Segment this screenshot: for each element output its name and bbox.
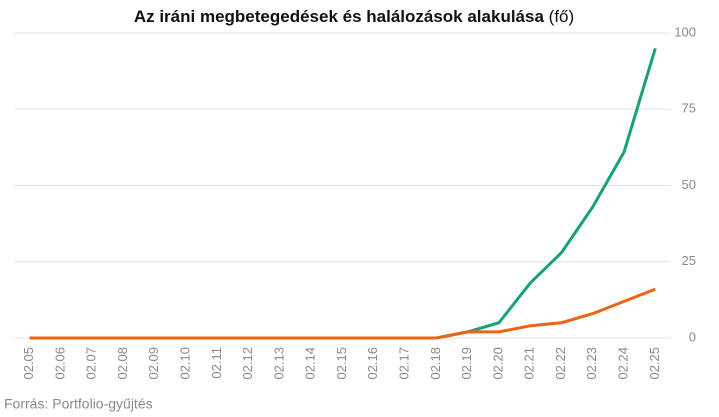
x-tick-label: 02.17 bbox=[397, 347, 412, 380]
y-tick-label: 0 bbox=[689, 329, 696, 344]
chart-title-group: Az iráni megbetegedések és halálozások a… bbox=[134, 7, 574, 26]
source: Forrás: Portfolio-gyűjtés bbox=[4, 396, 153, 412]
x-tick-label: 02.16 bbox=[365, 347, 380, 380]
x-tick-label: 02.19 bbox=[459, 347, 474, 380]
series-line bbox=[29, 287, 656, 340]
x-tick-label: 02.09 bbox=[146, 347, 161, 380]
x-tick-label: 02.24 bbox=[616, 347, 631, 380]
x-tick-label: 02.13 bbox=[271, 347, 286, 380]
y-tick-label: 50 bbox=[682, 177, 696, 192]
x-tick-label: 02.21 bbox=[522, 347, 537, 380]
x-tick-label: 02.23 bbox=[584, 347, 599, 380]
x-tick-label: 02.18 bbox=[428, 347, 443, 380]
x-tick-label: 02.05 bbox=[21, 347, 36, 380]
x-tick-label: 02.20 bbox=[490, 347, 505, 380]
x-tick-label: 02.25 bbox=[647, 347, 662, 380]
x-tick-label: 02.12 bbox=[240, 347, 255, 380]
x-tick-label: 02.15 bbox=[334, 347, 349, 380]
series-line bbox=[29, 47, 657, 340]
chart-unit: (fő) bbox=[549, 7, 575, 26]
x-tick-label: 02.07 bbox=[84, 347, 99, 380]
y-tick-label: 75 bbox=[682, 101, 696, 116]
x-tick-label: 02.22 bbox=[553, 347, 568, 380]
chart-title: Az iráni megbetegedések és halálozások a… bbox=[134, 7, 545, 26]
x-tick-label: 02.11 bbox=[209, 347, 224, 379]
x-tick-label: 02.10 bbox=[178, 347, 193, 380]
x-tick-label: 02.08 bbox=[115, 347, 130, 380]
y-tick-label: 100 bbox=[674, 24, 696, 39]
y-tick-label: 25 bbox=[682, 253, 696, 268]
x-tick-label: 02.06 bbox=[52, 347, 67, 380]
x-tick-label: 02.14 bbox=[303, 347, 318, 380]
